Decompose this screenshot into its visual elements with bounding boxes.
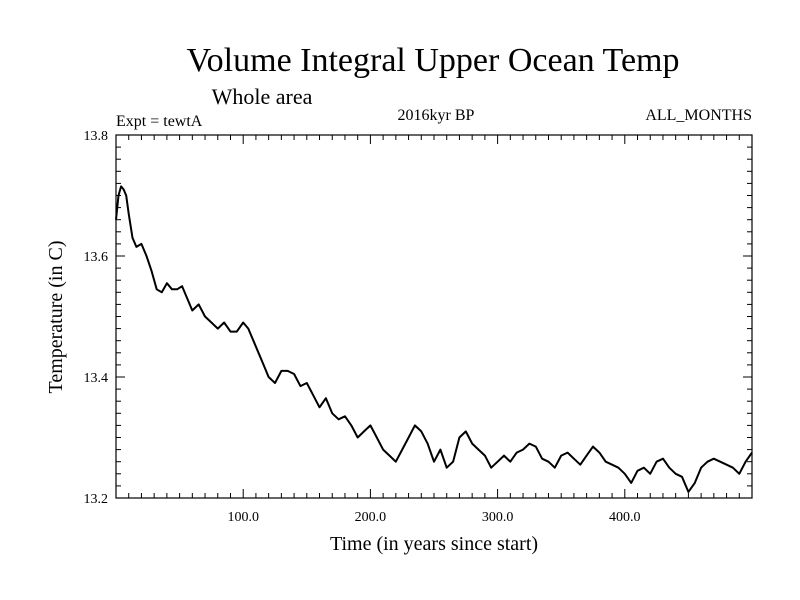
- period-label: 2016kyr BP: [398, 107, 475, 124]
- months-label: ALL_MONTHS: [645, 107, 752, 124]
- x-axis-label: Time (in years since start): [330, 533, 538, 555]
- y-tick-label: 13.4: [84, 371, 109, 386]
- series-line-temperature: [115, 185, 753, 493]
- chart-title: Volume Integral Upper Ocean Temp: [187, 42, 680, 79]
- y-tick-label: 13.6: [84, 250, 109, 265]
- chart-subtitle: Whole area: [212, 84, 313, 109]
- x-tick-label: 400.0: [609, 510, 641, 525]
- x-tick-label: 300.0: [482, 510, 514, 525]
- y-tick-label: 13.2: [84, 492, 109, 507]
- experiment-label: Expt = tewtA: [116, 113, 203, 130]
- y-tick-label: 13.8: [84, 129, 109, 144]
- plot-frame: [115, 134, 753, 499]
- tick-label-layer: 100.0 200.0 300.0 400.0 13.2 13.4 13.6 13.8: [84, 129, 641, 525]
- x-tick-label: 100.0: [227, 510, 259, 525]
- tick-layer: [116, 135, 752, 498]
- x-tick-label: 200.0: [355, 510, 387, 525]
- y-axis-label: Temperature (in C): [45, 241, 67, 394]
